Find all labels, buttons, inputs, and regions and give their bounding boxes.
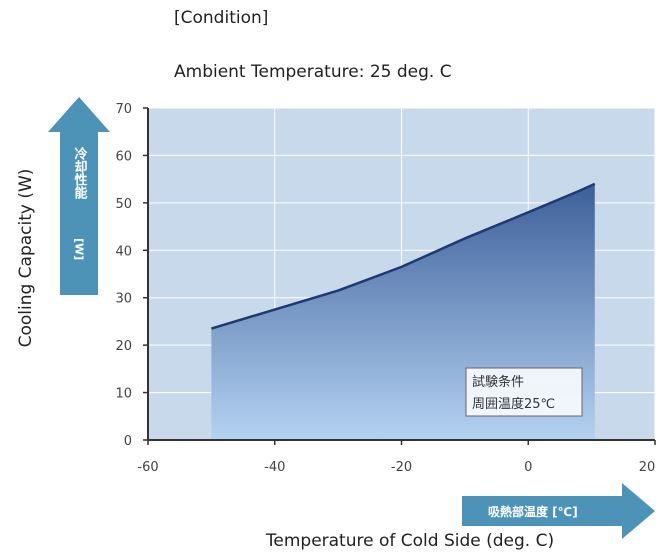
y-tick-label: 20 — [115, 339, 132, 354]
x-axis-arrow — [462, 483, 655, 539]
x-axis-label: Temperature of Cold Side (deg. C) — [265, 531, 555, 551]
y-tick-label: 60 — [115, 149, 132, 164]
note-line-1: 試験条件 — [472, 374, 524, 390]
y-tick-label: 10 — [115, 387, 132, 402]
y-tick-label: 40 — [115, 244, 132, 259]
y-axis-arrow — [48, 97, 110, 295]
y-tick-label: 50 — [115, 197, 132, 212]
note-line-2: 周囲温度25℃ — [472, 396, 555, 412]
note-box — [465, 367, 583, 417]
condition-heading: [Condition] — [174, 8, 269, 28]
x-tick-label: -60 — [137, 460, 158, 475]
y-arrow-unit: [W] — [73, 238, 86, 260]
x-tick-label: 20 — [639, 460, 656, 475]
y-tick-label: 70 — [115, 102, 132, 117]
x-ticks: -60 -40 -20 0 20 — [137, 440, 656, 475]
x-tick-label: -40 — [264, 460, 285, 475]
condition-ambient-temperature: Ambient Temperature: 25 deg. C — [174, 62, 452, 82]
y-arrow-title: 冷却性能 — [72, 146, 88, 200]
series-line — [211, 182, 596, 330]
y-tick-label: 30 — [115, 292, 132, 307]
x-tick-label: -20 — [391, 460, 412, 475]
x-tick-label: 0 — [524, 460, 532, 475]
y-ticks: 0 10 20 30 40 50 60 70 — [115, 102, 148, 449]
x-arrow-label: 吸熱部温度 [℃] — [488, 504, 578, 519]
y-tick-label: 0 — [124, 434, 132, 449]
